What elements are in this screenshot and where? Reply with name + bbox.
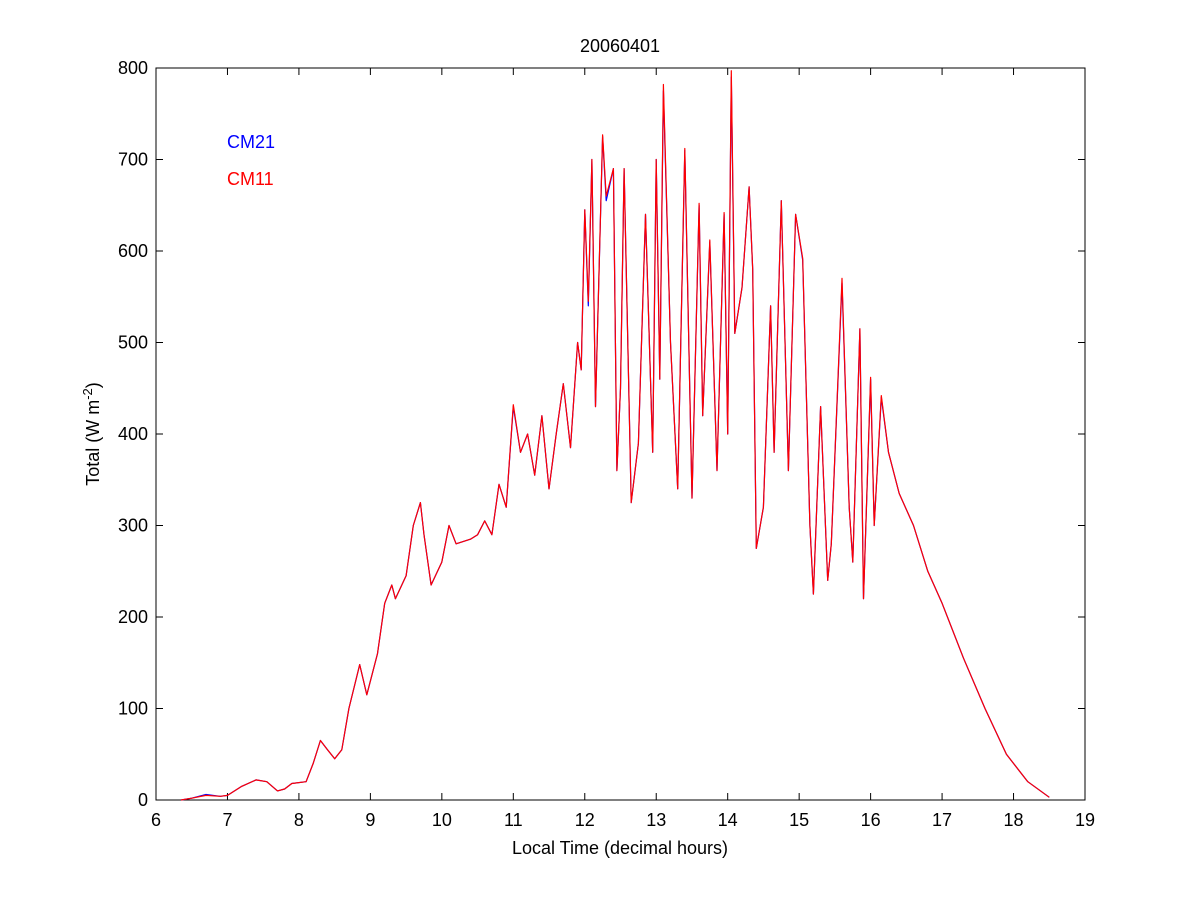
x-tick-label: 14: [718, 810, 738, 830]
y-tick-label: 200: [118, 607, 148, 627]
x-tick-label: 9: [365, 810, 375, 830]
y-axis-label-close: ): [83, 382, 103, 388]
series-lines: [180, 70, 1050, 801]
y-tick-label: 100: [118, 699, 148, 719]
y-tick-label: 300: [118, 516, 148, 536]
y-tick-label: 0: [138, 790, 148, 810]
x-tick-label: 10: [432, 810, 452, 830]
x-tick-label: 17: [932, 810, 952, 830]
x-tick-label: 15: [789, 810, 809, 830]
series-line-cm11: [180, 70, 1050, 801]
x-tick-label: 18: [1004, 810, 1024, 830]
x-tick-label: 11: [504, 810, 523, 830]
x-axis: 6 7 8 9 10 11 12 13 14 15 16 17 18 19: [151, 68, 1095, 830]
y-axis: 0 100 200 300 400 500 600 700 800: [118, 58, 1085, 810]
y-axis-label-main: Total (W m: [83, 400, 103, 486]
y-tick-label: 700: [118, 150, 148, 170]
y-tick-label: 800: [118, 58, 148, 78]
chart-title: 20060401: [580, 36, 660, 56]
y-tick-label: 500: [118, 333, 148, 353]
plot-area: [155, 67, 1086, 801]
legend-entry-cm21: CM21: [227, 132, 275, 152]
x-tick-label: 12: [575, 810, 595, 830]
x-tick-label: 19: [1075, 810, 1095, 830]
x-tick-label: 6: [151, 810, 161, 830]
x-tick-label: 16: [861, 810, 881, 830]
x-axis-label: Local Time (decimal hours): [512, 838, 728, 858]
x-tick-label: 7: [222, 810, 232, 830]
x-tick-label: 13: [646, 810, 666, 830]
legend-entry-cm11: CM11: [227, 169, 274, 189]
y-axis-label-superscript: -2: [80, 388, 95, 400]
x-tick-label: 8: [294, 810, 304, 830]
y-tick-label: 600: [118, 241, 148, 261]
y-tick-label: 400: [118, 424, 148, 444]
y-axis-label: Total (W m-2): [80, 382, 103, 486]
